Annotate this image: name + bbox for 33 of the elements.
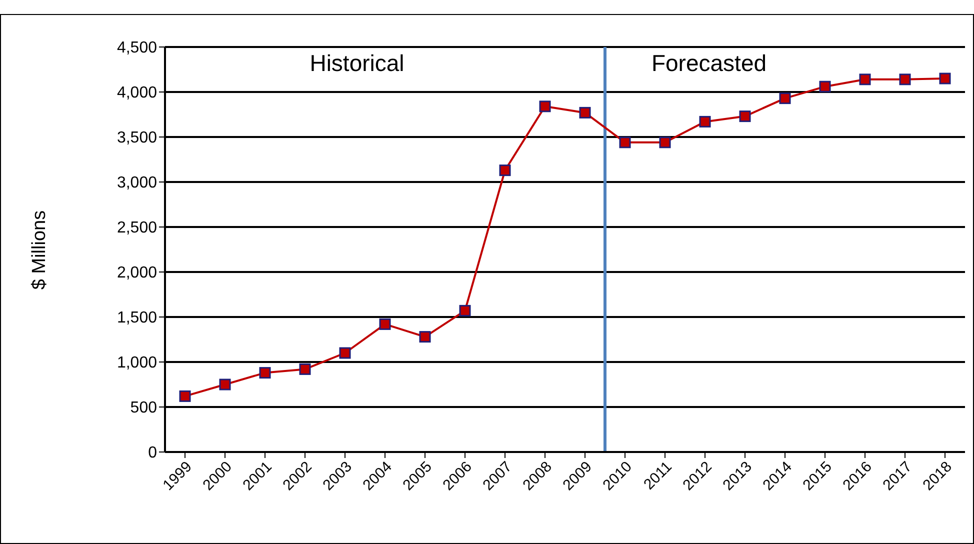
point <box>619 136 631 148</box>
y-tick-label: 2,500 <box>116 220 158 237</box>
y-tick-label: 4,000 <box>116 84 158 102</box>
y-tick-label: 1,500 <box>116 310 158 327</box>
point <box>459 304 471 316</box>
point <box>379 318 391 330</box>
point <box>579 106 591 118</box>
point <box>739 110 751 122</box>
y-tick-label: 500 <box>130 400 158 417</box>
point <box>179 390 191 402</box>
y-axis-title: $ Millions <box>29 210 51 290</box>
y-tick-label: 3,000 <box>116 174 158 192</box>
annotation: Forecasted <box>651 50 767 77</box>
y-tick-label: 3,500 <box>116 130 158 147</box>
y-tick-label: 2,000 <box>116 264 158 282</box>
point <box>499 164 511 176</box>
annotation: Historical <box>310 50 404 77</box>
point <box>259 367 271 379</box>
point <box>659 136 671 148</box>
point <box>219 378 231 390</box>
point <box>299 363 311 375</box>
point <box>939 72 951 84</box>
point <box>419 331 431 343</box>
point <box>859 74 871 86</box>
point <box>779 92 791 104</box>
point <box>699 116 711 128</box>
y-tick-label: 1,000 <box>116 354 158 372</box>
point <box>899 74 911 86</box>
point <box>339 347 351 359</box>
y-tick-label: 4,500 <box>116 40 158 57</box>
point <box>539 100 551 112</box>
point <box>819 80 831 92</box>
y-tick-label: 0 <box>148 444 158 462</box>
